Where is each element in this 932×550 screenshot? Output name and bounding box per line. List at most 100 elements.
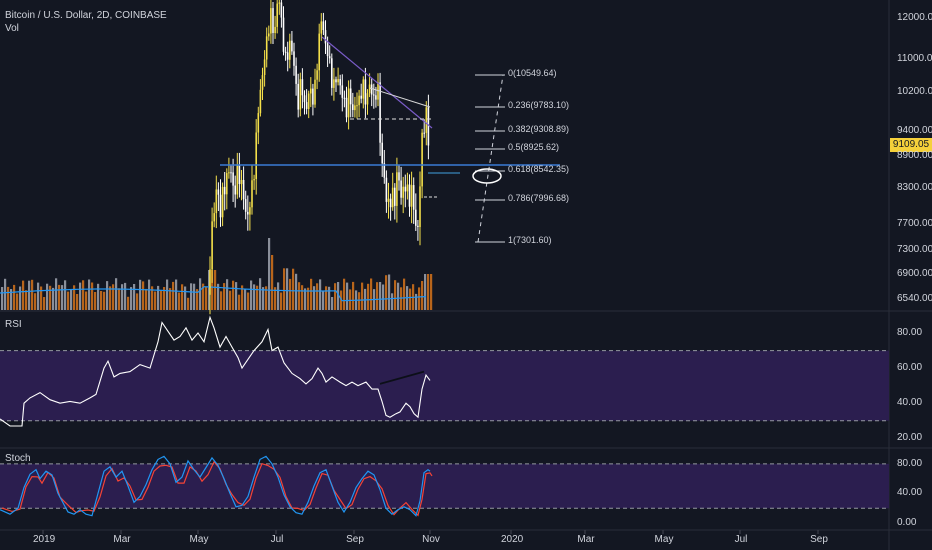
drawings: [220, 36, 560, 243]
candle-body: [333, 79, 335, 88]
fib-level-label: 1(7301.60): [508, 235, 552, 245]
price-tick-label: 10200.00: [897, 86, 932, 97]
volume-bar: [73, 285, 76, 310]
rsi-line: [0, 315, 431, 427]
volume-bar: [295, 273, 298, 310]
candle-body: [310, 88, 312, 94]
candle-body: [354, 105, 356, 111]
candle-body: [261, 75, 264, 90]
price-tick-label: 8300.00: [897, 182, 932, 193]
volume-bar: [121, 284, 124, 310]
candle-body: [375, 95, 377, 100]
volume-bar: [367, 283, 370, 310]
candle-body: [326, 43, 329, 57]
volume-bar: [217, 283, 220, 310]
volume-bar: [85, 291, 88, 310]
volume-bar: [430, 274, 433, 310]
candle-body: [236, 164, 239, 195]
candle-body: [339, 79, 341, 86]
trend-line: [321, 36, 433, 129]
candle-body: [421, 132, 423, 187]
candle-body: [228, 172, 230, 174]
volume-bar: [91, 282, 94, 310]
candle-body: [349, 88, 352, 105]
volume-bar: [316, 283, 319, 310]
volume-bar: [163, 287, 166, 310]
candle-body: [289, 40, 291, 60]
rsi-title: RSI: [5, 319, 22, 330]
candle-body: [213, 213, 215, 222]
volume-bar: [250, 280, 253, 310]
volume-bar: [223, 283, 226, 310]
candle-body: [312, 88, 314, 105]
volume-bar: [235, 282, 238, 310]
volume-bar: [109, 286, 112, 310]
volume-bar: [271, 255, 274, 310]
price-tick-label: 9400.00: [897, 125, 932, 136]
volume-bar: [307, 287, 310, 310]
candle-body: [242, 180, 245, 200]
rsi-tick-label: 40.00: [897, 397, 923, 409]
volume-bar: [190, 283, 193, 310]
fib-level-label: 0.236(9783.10): [508, 100, 570, 110]
volume-bar: [181, 284, 184, 310]
candle-body: [299, 79, 302, 110]
candle-body: [408, 184, 411, 207]
candle-body: [259, 89, 262, 114]
candle-body: [320, 21, 323, 34]
volume-bar: [127, 296, 130, 310]
volume-bar: [199, 278, 202, 310]
candle-body: [362, 79, 365, 99]
volume-bar: [409, 288, 412, 310]
volume-bar: [379, 282, 382, 310]
candle-body: [324, 30, 327, 44]
volume-bar: [142, 281, 145, 310]
stoch-tick-label: 80.00: [897, 457, 923, 469]
candle-body: [270, 8, 272, 34]
volume-bar: [427, 274, 430, 310]
candle-body: [331, 58, 333, 88]
fib-level-label: 0.618(8542.35): [508, 164, 570, 174]
time-tick-label: Sep: [810, 534, 828, 545]
volume-bar: [154, 291, 157, 310]
volume-bar: [301, 285, 304, 310]
candle-body: [263, 59, 266, 75]
volume-bar: [133, 284, 136, 310]
volume-bar: [79, 282, 82, 310]
volume-bar: [247, 292, 250, 310]
volume-bar: [4, 278, 7, 310]
volume-bar: [346, 282, 349, 310]
volume-bar: [208, 270, 211, 310]
volume-bar: [16, 293, 19, 310]
volume-bar: [13, 284, 16, 310]
volume-bar: [289, 278, 292, 310]
time-tick-label: Jul: [734, 534, 748, 545]
candle-body: [341, 85, 344, 98]
candle-body: [307, 93, 310, 109]
candle-body: [379, 82, 381, 143]
price-tick-label: 6540.00: [897, 293, 932, 304]
rsi-tick-label: 60.00: [897, 362, 923, 374]
volume-bar: [100, 291, 103, 310]
fib-level-label: 0.5(8925.62): [508, 142, 560, 152]
candle-body: [364, 79, 367, 105]
candle-body: [278, 2, 281, 4]
volume-bar: [214, 270, 217, 310]
volume-bar: [286, 268, 289, 310]
time-tick-label: Mar: [113, 534, 131, 545]
candle-body: [425, 107, 428, 133]
volume-bar: [244, 288, 247, 310]
candle-body: [251, 180, 253, 208]
candle-body: [286, 52, 289, 60]
candle-body: [358, 95, 360, 106]
price-tick-label: 12000.00: [897, 12, 932, 23]
candle-body: [265, 36, 268, 60]
volume-bar: [7, 286, 10, 310]
candle-body: [396, 172, 398, 206]
time-tick-label: May: [189, 534, 209, 545]
candle-body: [402, 186, 404, 198]
time-tick-label: Sep: [346, 534, 364, 545]
volume-bar: [103, 291, 106, 310]
